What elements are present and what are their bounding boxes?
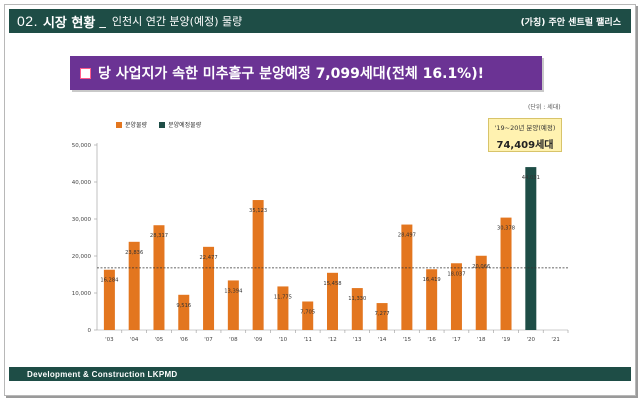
data-label: 15,458 [323,281,341,287]
bar-0 [252,200,264,330]
legend-item-supply: 분양물량 [116,120,147,129]
y-tick-label: 30,000 [72,217,92,223]
y-tick-label: 50,000 [72,143,92,149]
bar-1 [525,167,537,330]
section-subtitle: 인천시 연간 분양(예정) 물량 [111,15,243,28]
y-tick-label: 40,000 [72,180,92,186]
bar-0 [128,241,140,330]
headline-banner: 당 사업지가 속한 미추홀구 분양예정 7,099세대(전체 16.1%)! [70,56,542,90]
bar-0 [475,255,487,330]
bar-0 [153,225,165,330]
bar-0 [203,246,215,330]
x-tick-label: '07 [204,337,213,343]
y-tick-label: 10,000 [72,291,92,297]
title-dash: _ [99,13,106,29]
x-tick-label: '14 [378,337,387,343]
legend-label-supply: 분양물량 [125,122,148,129]
legend-swatch-teal [159,121,166,128]
data-label: 16,284 [100,278,119,284]
bar-0 [450,263,462,330]
x-tick-label: '19 [502,337,511,343]
section-title: 시장 현황 [42,15,96,31]
data-label: 44,031 [522,175,540,181]
footer-text: Development & Construction LKPMD [27,369,178,379]
legend-item-planned: 분양예정물량 [159,120,201,129]
x-tick-label: '15 [403,337,412,343]
bar-0 [227,280,239,330]
data-label: 28,497 [398,233,416,239]
data-label: 30,378 [497,226,515,232]
legend-swatch-orange [116,121,122,128]
callout-period: '19~20년 분양(예정) [494,124,556,132]
data-label: 13,394 [224,288,243,294]
y-tick-label: 20,000 [72,254,92,260]
x-tick-label: '08 [229,337,238,343]
bar-0 [178,294,190,330]
bar-0 [500,217,512,330]
data-label: 7,277 [375,311,390,317]
bar-0 [327,272,338,330]
data-label: 22,477 [199,255,217,261]
callout-total: 74,409세대 [496,140,554,151]
project-name: (가칭) 주안 센트럴 팰리스 [520,17,621,28]
x-tick-label: '17 [452,337,461,343]
x-tick-label: '20 [527,337,536,343]
data-label: 16,419 [423,277,441,283]
bar-0 [103,269,115,330]
x-tick-label: '05 [155,337,164,343]
section-number: 02. [17,13,38,29]
callout-box: '19~20년 분양(예정) 74,409세대 [488,118,562,152]
bar-0 [401,224,413,330]
data-label: 7,705 [300,309,315,315]
x-tick-label: '03 [105,337,114,343]
bar-0 [376,303,388,330]
data-label: 28,317 [150,233,168,239]
x-tick-label: '13 [353,337,362,343]
bar-0 [426,269,438,330]
data-label: 23,836 [125,250,143,256]
data-label: 35,123 [249,208,267,214]
legend-label-planned: 분양예정물량 [168,122,202,129]
data-label: 11,775 [274,294,292,300]
y-tick-label: 0 [88,328,92,334]
x-tick-label: '21 [551,337,560,343]
x-tick-label: '10 [279,337,288,343]
x-tick-label: '09 [254,337,263,343]
data-label: 20,066 [472,264,490,270]
footer-bar: Development & Construction LKPMD [9,367,631,381]
bar-0 [277,286,289,330]
chart-legend: 분양물량 분양예정물량 [116,120,213,129]
x-tick-label: '18 [477,337,486,343]
x-tick-label: '12 [328,337,337,343]
data-label: 11,330 [348,296,366,302]
x-tick-label: '11 [303,337,312,343]
unit-label: (단위 : 세대) [528,104,561,111]
header-bar: 02. 시장 현황 _ 인천시 연간 분양(예정) 물량 (가칭) 주안 센트럴… [9,9,631,33]
x-tick-label: '04 [130,337,139,343]
data-label: 9,516 [176,303,191,309]
headline-text: 당 사업지가 속한 미추홀구 분양예정 7,099세대(전체 16.1%)! [98,66,484,82]
data-label: 18,037 [447,271,465,277]
x-tick-label: '16 [427,337,436,343]
checkbox-bullet-icon [80,67,91,79]
x-tick-label: '06 [180,337,189,343]
bar-0 [351,288,363,330]
bar-0 [302,301,314,330]
